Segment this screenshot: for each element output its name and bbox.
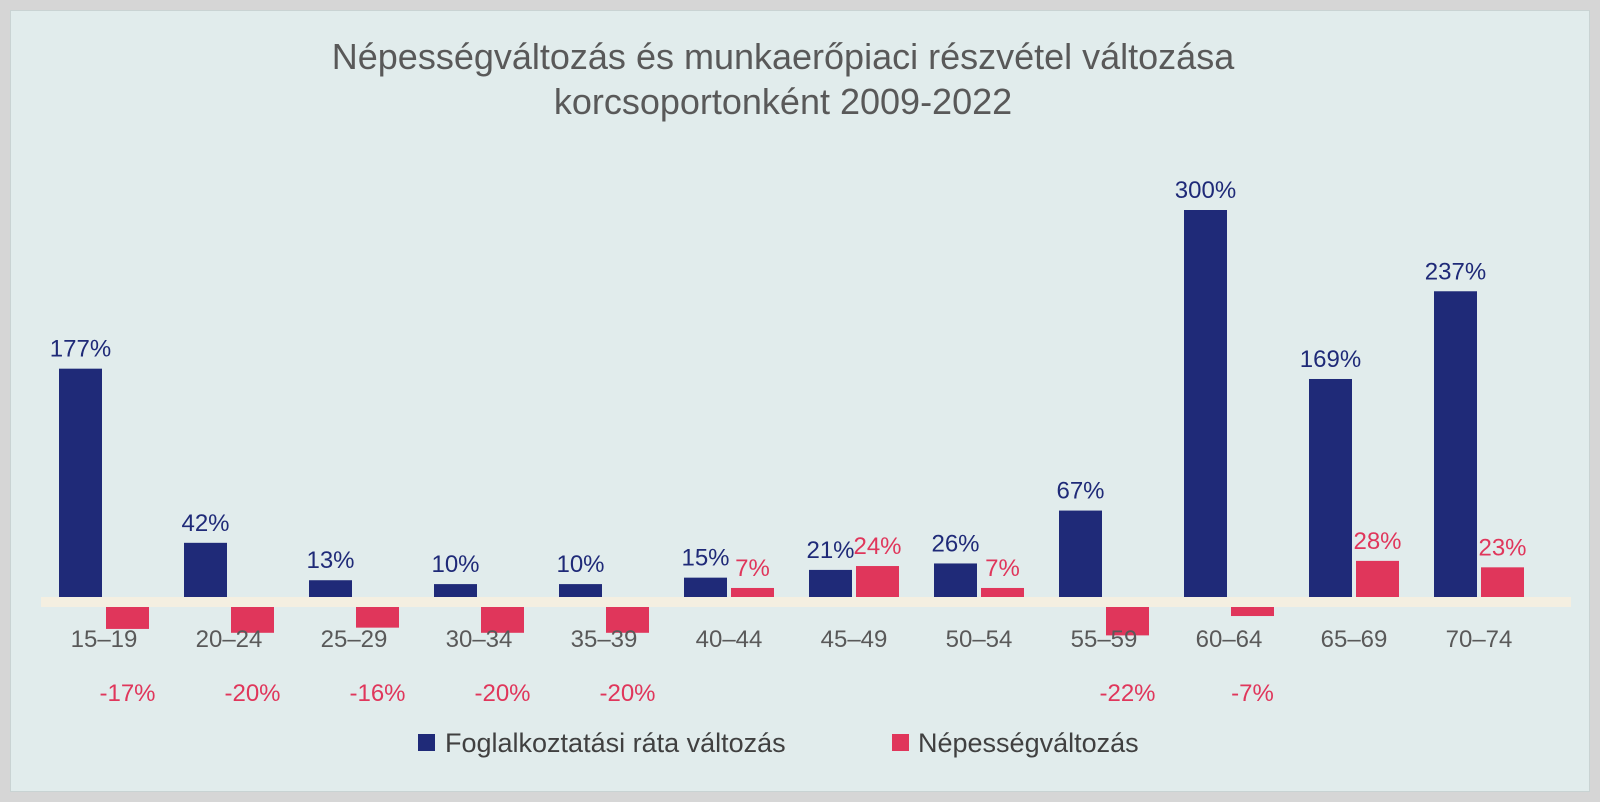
category-tick-label: 45–49 [821,626,888,653]
employment-bar [1309,378,1352,597]
population-value-label: 23% [1478,534,1526,561]
legend-label-population: Népességváltozás [918,728,1139,758]
category-tick-label: 20–24 [196,626,263,653]
legend: Foglalkoztatási ráta változás Népességvá… [418,728,1139,758]
employment-bar [1059,510,1102,597]
population-bar [481,607,524,633]
category-tick-label: 35–39 [571,626,638,653]
chart-frame: Népességváltozás és munkaerőpiaci részvé… [10,10,1590,792]
employment-value-label: 237% [1425,258,1486,285]
population-value-label: -20% [599,680,655,707]
legend-swatch-population [892,734,909,751]
population-bar [981,587,1024,597]
employment-value-label: 10% [431,551,479,578]
population-bar [1106,607,1149,636]
chart-svg: Népességváltozás és munkaerőpiaci részvé… [41,36,1571,758]
employment-bar [934,563,977,597]
population-bar [1356,560,1399,597]
legend-swatch-employment [418,734,435,751]
category-tick-label: 55–59 [1071,626,1138,653]
employment-value-label: 169% [1300,346,1361,373]
category-tick-label: 15–19 [71,626,138,653]
population-bar [1231,607,1274,617]
legend-label-employment: Foglalkoztatási ráta változás [445,728,786,758]
employment-bar [1434,291,1477,597]
employment-bar [434,584,477,597]
population-value-label: -20% [224,680,280,707]
employment-value-label: 26% [931,530,979,557]
bars-group [59,210,1524,636]
employment-value-label: 13% [306,547,354,574]
category-tick-label: 50–54 [946,626,1013,653]
category-tick-label: 70–74 [1446,626,1513,653]
population-value-label: 24% [853,533,901,560]
population-bar [106,607,149,629]
chart-title-line-1: Népességváltozás és munkaerőpiaci részvé… [332,36,1235,77]
employment-bar [309,580,352,597]
population-bar [731,587,774,597]
category-tick-label: 30–34 [446,626,513,653]
population-value-label: -22% [1099,680,1155,707]
category-ticks-group: 15–19 20–24 25–29 30–34 35–39 40–44 45–49 50–54… [71,626,1513,653]
category-tick-label: 60–64 [1196,626,1263,653]
employment-bar [809,569,852,597]
employment-value-label: 177% [50,336,111,363]
population-value-label: 7% [985,555,1020,582]
population-bar [356,607,399,628]
category-tick-label: 40–44 [696,626,763,653]
employment-value-label: 67% [1056,478,1104,505]
employment-bar [59,368,102,597]
population-value-label: 28% [1353,528,1401,555]
chart-title-line-2: korcsoportonként 2009-2022 [554,81,1012,122]
employment-bar [184,542,227,597]
employment-value-label: 15% [681,545,729,572]
population-value-label: -20% [474,680,530,707]
employment-value-label: 42% [181,510,229,537]
category-tick-label: 25–29 [321,626,388,653]
category-tick-label: 65–69 [1321,626,1388,653]
employment-bar [559,584,602,597]
employment-value-label: 10% [556,551,604,578]
zero-axis-band [41,597,1571,607]
population-value-label: 7% [735,555,770,582]
population-bar [231,607,274,633]
employment-bar [684,577,727,597]
population-bar [606,607,649,633]
population-bar [856,566,899,597]
population-value-label: -16% [349,680,405,707]
value-labels-group: 177%-17%42%-20%13%-16%10%-20%10%-20%15% 7… [50,177,1527,707]
population-value-label: -17% [99,680,155,707]
population-value-label: -7% [1231,680,1274,707]
employment-bar [1184,210,1227,597]
employment-value-label: 300% [1175,177,1236,204]
population-bar [1481,567,1524,597]
employment-value-label: 21% [806,537,854,564]
